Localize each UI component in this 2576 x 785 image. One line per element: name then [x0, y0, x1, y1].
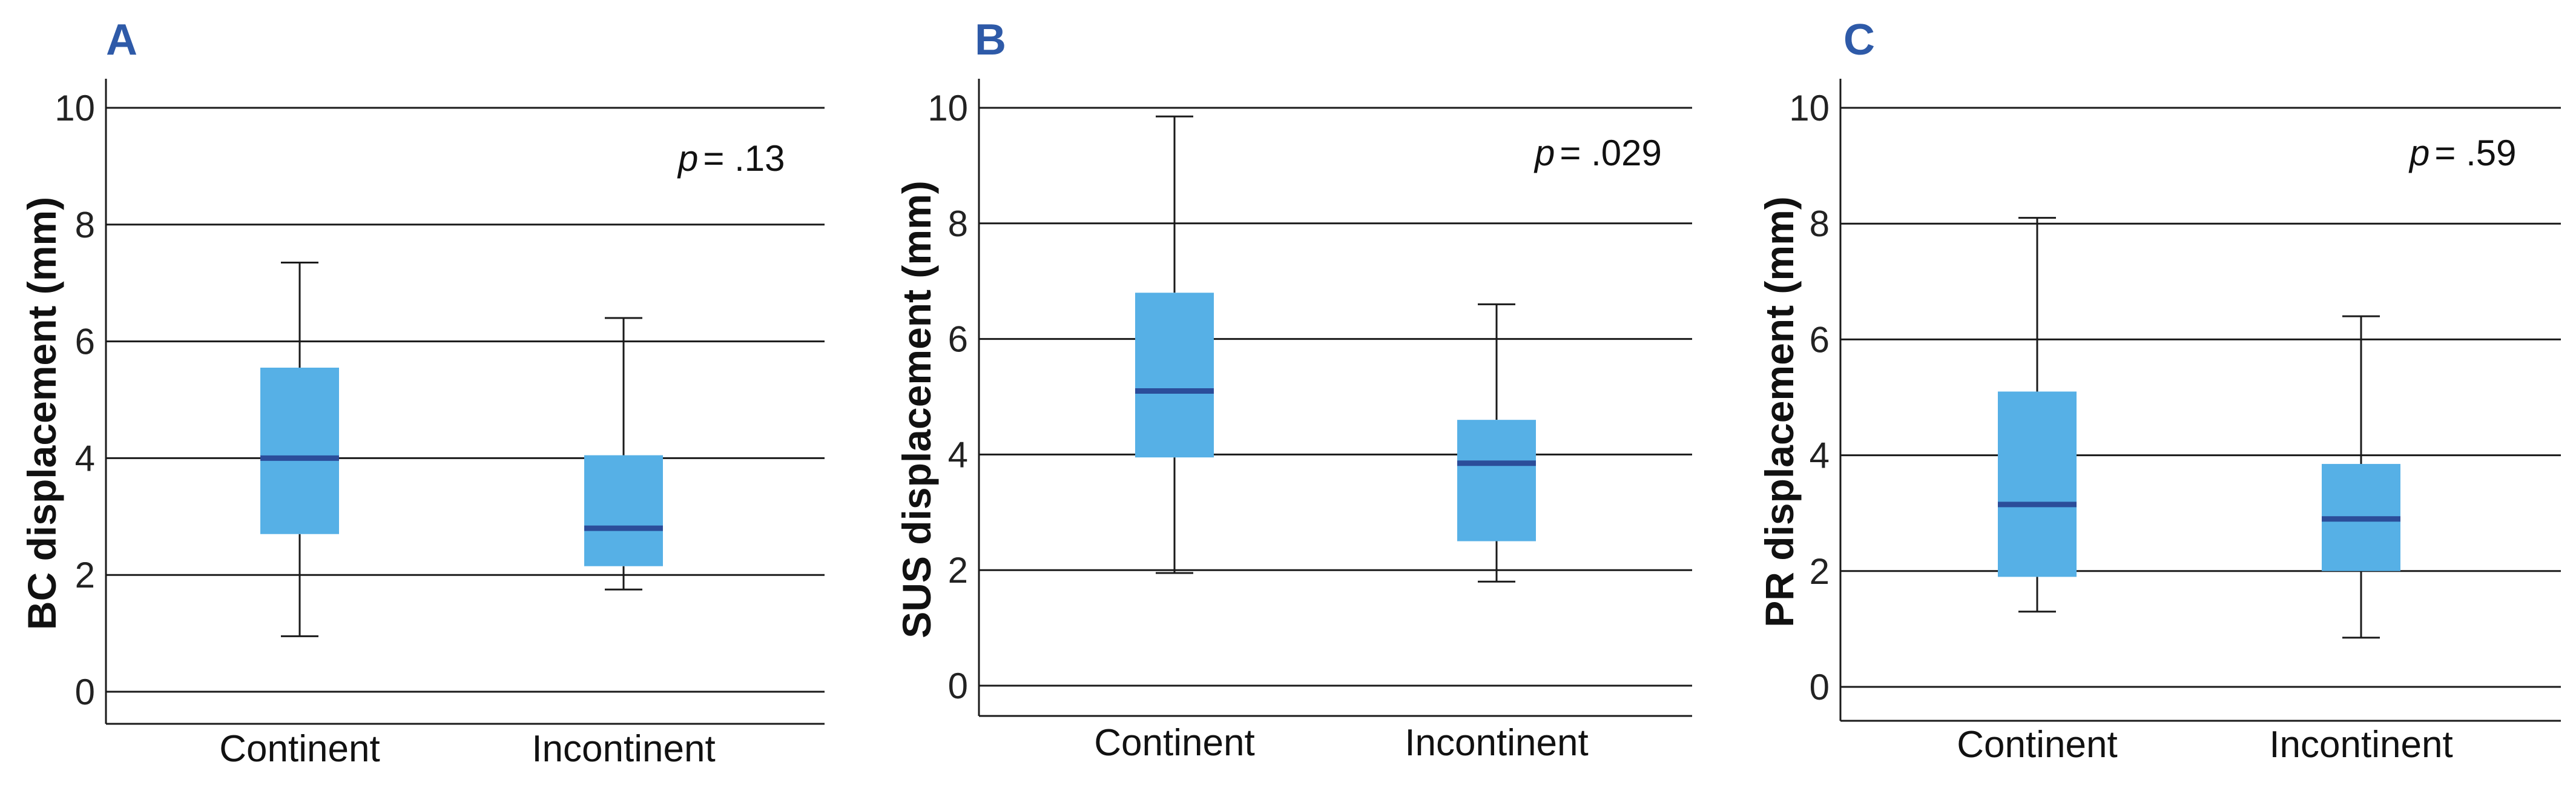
x-category-label: Incontinent	[2269, 724, 2452, 766]
p-value: = .029	[1560, 133, 1662, 173]
panel-letter: B	[975, 16, 1006, 64]
panel-letter: A	[106, 16, 137, 64]
x-category-label: Incontinent	[532, 728, 715, 770]
p-symbol: p	[2408, 133, 2429, 173]
p-value-annotation: p = .029	[1533, 133, 1662, 173]
y-axis-label: SUS displacement (mm)	[894, 181, 939, 638]
y-tick-label: 8	[75, 205, 95, 245]
y-axis-label: BC displacement (mm)	[19, 197, 64, 630]
y-tick-label: 10	[54, 88, 95, 128]
box-continent	[260, 261, 339, 637]
iqr-box	[260, 367, 339, 534]
box-incontinent	[584, 317, 663, 591]
y-tick-label: 2	[1810, 551, 1830, 592]
iqr-box	[1998, 391, 2077, 577]
chart-panel-b: B 0 2 4 6 8 10 SUS displacement (mm) Continent In…	[894, 16, 1692, 764]
y-tick-label: 0	[948, 666, 968, 706]
p-value-annotation: p = .59	[2408, 133, 2517, 173]
iqr-box	[584, 455, 663, 566]
iqr-box	[1457, 420, 1536, 542]
y-tick-label: 4	[948, 434, 968, 475]
x-category-label: Continent	[219, 728, 380, 770]
y-tick-label: 2	[75, 555, 95, 595]
y-tick-label: 0	[1810, 667, 1830, 707]
y-tick-label: 4	[75, 438, 95, 479]
p-symbol: p	[677, 138, 698, 179]
y-tick-label: 8	[948, 204, 968, 244]
y-tick-label: 4	[1810, 436, 1830, 476]
y-tick-label: 6	[948, 319, 968, 360]
y-tick-label: 0	[75, 672, 95, 712]
box-incontinent	[1457, 303, 1536, 583]
box-continent	[1135, 115, 1214, 574]
y-tick-label: 10	[927, 88, 968, 128]
y-tick-label: 2	[948, 550, 968, 591]
chart-panel-c: C 0 2 4 6 8 10 PR displacement (mm) Continent Inc…	[1757, 16, 2561, 766]
x-category-label: Continent	[1094, 722, 1254, 764]
x-category-label: Incontinent	[1405, 722, 1588, 764]
y-tick-label: 6	[1810, 319, 1830, 360]
box-incontinent	[2322, 315, 2400, 639]
p-value: = .13	[703, 138, 785, 179]
y-axis-label: PR displacement (mm)	[1757, 196, 1802, 628]
p-value: = .59	[2434, 133, 2516, 173]
p-symbol: p	[1533, 133, 1555, 173]
x-category-label: Continent	[1957, 724, 2117, 766]
box-continent	[1998, 217, 2077, 613]
panel-letter: C	[1843, 16, 1875, 64]
y-tick-label: 10	[1789, 88, 1830, 128]
y-tick-label: 8	[1810, 204, 1830, 244]
iqr-box	[1135, 293, 1214, 458]
y-tick-label: 6	[75, 322, 95, 362]
chart-panel-a: A 0 2 4 6 8 10 BC displacement (mm) Continent Inc…	[19, 16, 825, 770]
p-value-annotation: p = .13	[677, 138, 785, 179]
